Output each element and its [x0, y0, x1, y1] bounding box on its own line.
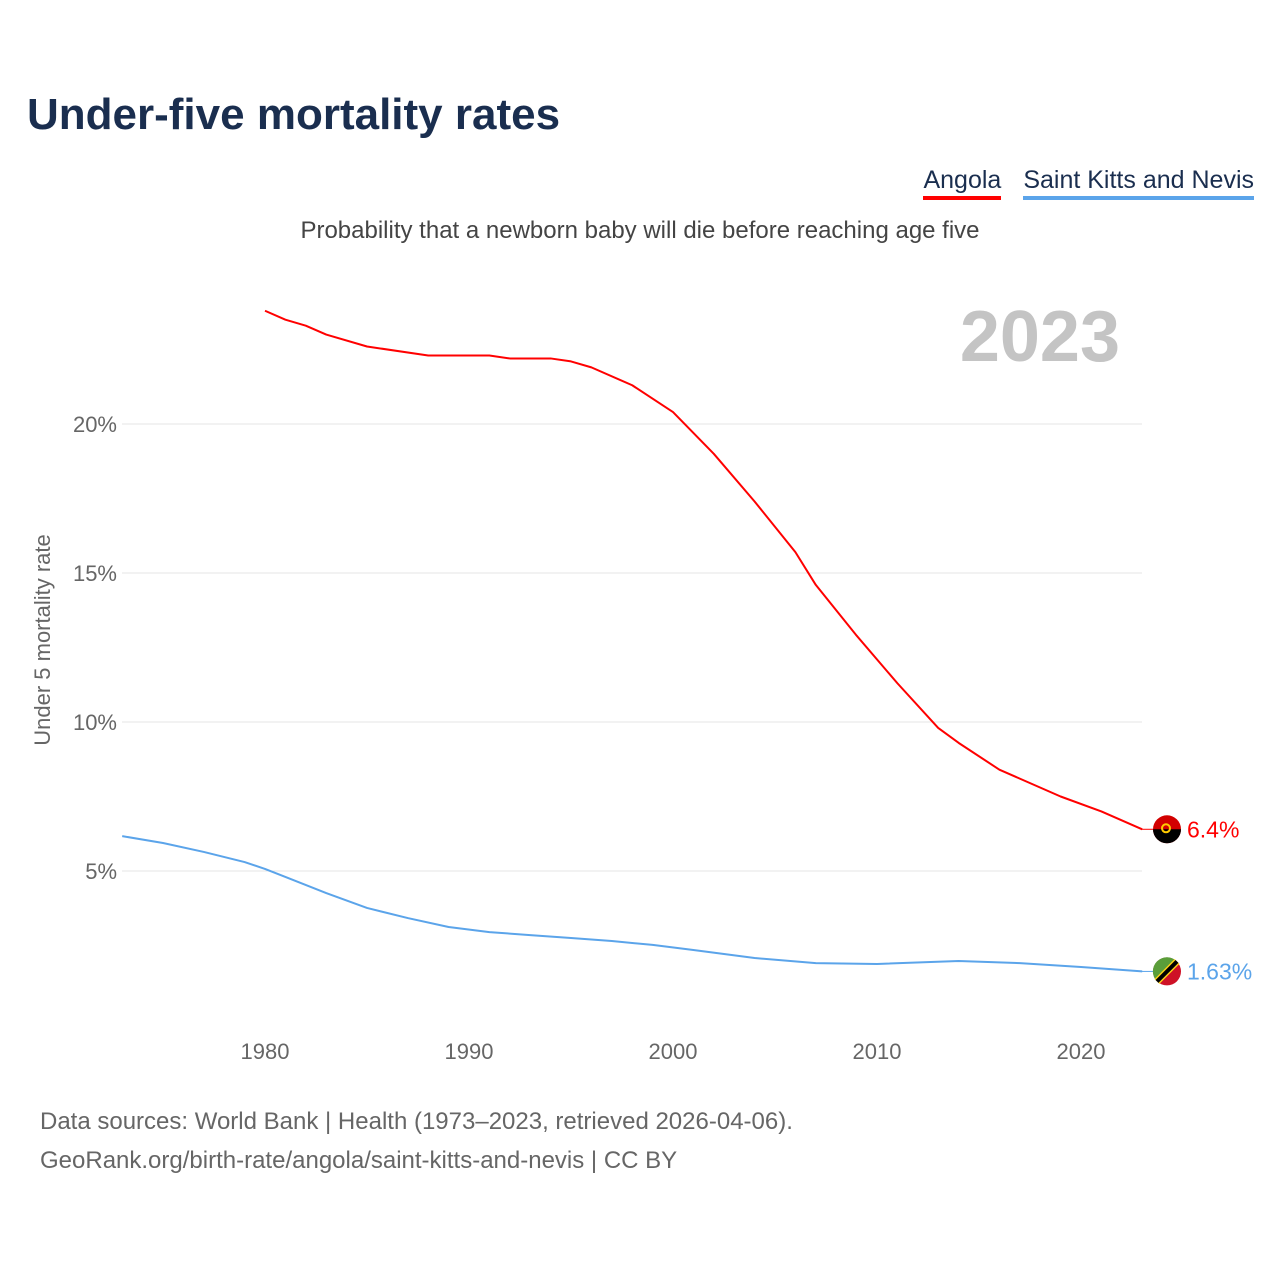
y-tick-label: 20% [73, 412, 117, 437]
angola-flag-icon-lower [1153, 829, 1181, 844]
x-tick-label: 2000 [649, 1039, 698, 1064]
year-label: 2023 [960, 297, 1120, 377]
y-tick-label: 10% [73, 710, 117, 735]
source-line-1: Data sources: World Bank | Health (1973–… [40, 1108, 793, 1135]
series-line-1 [122, 835, 1143, 973]
source-line-2: GeoRank.org/birth-rate/angola/saint-kitt… [40, 1147, 678, 1174]
y-tick-label: 5% [85, 859, 117, 884]
saint-kitts-flag-black [1155, 960, 1179, 983]
legend: Angola Saint Kitts and Nevis [923, 166, 1254, 200]
chart-title: Under-five mortality rates [27, 90, 561, 139]
chart-subtitle: Probability that a newborn baby will die… [300, 217, 980, 244]
legend-saint-kitts[interactable]: Saint Kitts and Nevis [1023, 166, 1254, 200]
angola-flag-emblem [1161, 823, 1171, 834]
x-tick-label: 2010 [853, 1039, 902, 1064]
legend-angola[interactable]: Angola [923, 166, 1002, 200]
series-line-0 [264, 309, 1143, 831]
y-axis-label: Under 5 mortality rate [30, 534, 55, 746]
x-tick-label: 1990 [445, 1039, 494, 1064]
x-tick-label: 2020 [1057, 1039, 1106, 1064]
end-value-label: 6.4% [1187, 816, 1239, 842]
x-tick-label: 1980 [241, 1039, 290, 1064]
y-tick-label: 15% [73, 561, 117, 586]
end-value-label: 1.63% [1187, 958, 1252, 984]
